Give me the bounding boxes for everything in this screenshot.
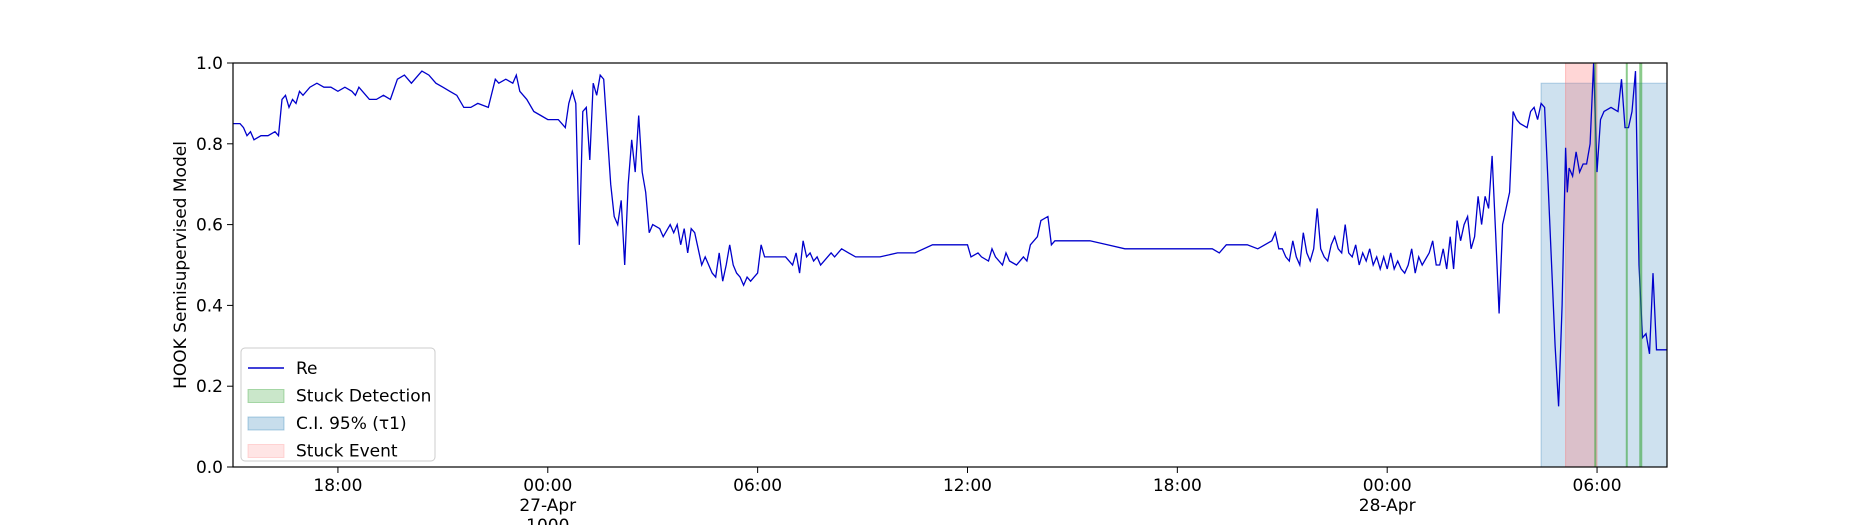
x-tick-label: 18:00 [1153,476,1202,496]
plot-frame [232,62,1668,468]
legend-swatch-patch [247,389,285,403]
region-stuck-event [1565,62,1598,468]
region-c-i-95-1- [1540,82,1668,468]
x-tick-label: 06:00 [1573,476,1622,496]
y-tick-label: 0.6 [196,216,223,236]
x-tick-label: 00:00 [523,476,572,496]
y-axis: 0.0 0.2 0.4 0.6 0.8 1.0 [196,54,233,478]
legend: Re Stuck Detection C.I. 95% (τ1) Stuck Even… [240,347,436,462]
x-tick-label: 18:00 [313,476,362,496]
series-layer [233,62,1667,407]
legend-swatch-patch [247,416,285,431]
series-line-re [233,62,1667,407]
x-tick-label: 12:00 [943,476,992,496]
highlight-regions [1540,62,1668,468]
x-tick-label: 06:00 [733,476,782,496]
y-tick-label: 0.4 [196,296,223,316]
y-tick-label: 0.2 [196,377,223,397]
legend-label: Re [296,359,318,379]
legend-box [240,347,436,462]
legend-label: C.I. 95% (τ1) [296,414,407,434]
y-tick-label: 0.0 [196,458,223,478]
y-tick-label: 1.0 [196,54,223,74]
y-tick-label: 0.8 [196,135,223,155]
x-tick-date-label: 1000 [526,516,569,525]
legend-label: Stuck Event [296,442,398,462]
x-tick-date-label: 27-Apr [519,496,576,516]
x-axis: 18:0000:0027-Apr100006:0012:0018:0000:00… [313,467,1622,525]
legend-label: Stuck Detection [296,387,431,407]
x-tick-label: 00:00 [1363,476,1412,496]
stuck-detection-markers [1594,63,1643,467]
legend-swatch-patch [247,444,285,458]
x-tick-date-label: 28-Apr [1359,496,1416,516]
y-axis-label: HOOK Semisupervised Model [171,141,191,389]
